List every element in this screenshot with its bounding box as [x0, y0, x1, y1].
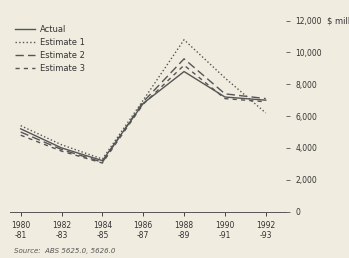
Estimate 3: [182, 64, 186, 67]
Y-axis label: $ million: $ million: [327, 17, 349, 26]
Estimate 1: [182, 38, 186, 41]
Actual: [182, 70, 186, 73]
Line: Estimate 2: Estimate 2: [21, 59, 266, 162]
Text: Source:  ABS 5625.0, 5626.0: Source: ABS 5625.0, 5626.0: [14, 248, 115, 254]
Estimate 1: [18, 124, 23, 127]
Legend: Actual, Estimate 1, Estimate 2, Estimate 3: Actual, Estimate 1, Estimate 2, Estimate…: [15, 25, 85, 73]
Estimate 3: [59, 150, 64, 153]
Estimate 2: [263, 97, 268, 100]
Estimate 3: [223, 97, 227, 100]
Estimate 2: [182, 57, 186, 60]
Estimate 1: [263, 111, 268, 115]
Actual: [141, 102, 145, 105]
Actual: [18, 127, 23, 130]
Actual: [59, 146, 64, 149]
Estimate 2: [223, 92, 227, 95]
Estimate 3: [263, 100, 268, 103]
Estimate 2: [18, 131, 23, 134]
Actual: [263, 99, 268, 102]
Estimate 1: [59, 143, 64, 146]
Estimate 1: [100, 157, 104, 160]
Actual: [100, 159, 104, 162]
Line: Estimate 3: Estimate 3: [21, 65, 266, 163]
Estimate 3: [100, 162, 104, 165]
Line: Actual: Actual: [21, 71, 266, 161]
Line: Estimate 1: Estimate 1: [21, 40, 266, 159]
Estimate 2: [100, 161, 104, 164]
Estimate 2: [141, 100, 145, 103]
Estimate 1: [223, 76, 227, 79]
Estimate 3: [141, 103, 145, 106]
Estimate 3: [18, 134, 23, 137]
Estimate 1: [141, 99, 145, 102]
Estimate 2: [59, 148, 64, 151]
Actual: [223, 95, 227, 99]
